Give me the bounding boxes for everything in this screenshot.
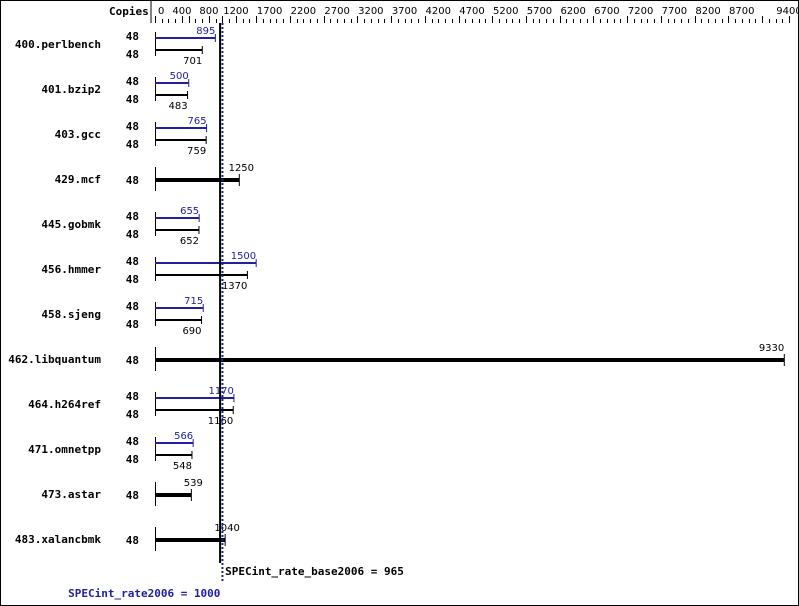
base-value: 1250 [229,163,254,174]
benchmark-label: 462.libquantum [8,353,101,366]
base-copies: 48 [126,174,139,187]
base-value: 652 [180,236,199,247]
base-value: 690 [182,326,201,337]
base-copies: 48 [126,408,139,421]
tick-label: 4700 [459,6,484,17]
tick-label: 3700 [392,6,417,17]
peak-copies: 48 [126,390,139,403]
base-value: 483 [168,101,187,112]
axis-label: Copies [109,5,149,18]
benchmark-label: 445.gobmk [41,218,101,231]
tick-label: 9400 [776,6,799,17]
tick-label: 1700 [257,6,282,17]
base-copies: 48 [126,489,139,502]
tick-label: 0 [158,6,164,17]
tick-label: 1200 [223,6,248,17]
tick-label: 8700 [729,6,754,17]
benchmark-label: 429.mcf [55,173,101,186]
base-value: 1040 [214,523,239,534]
base-metric-label: SPECint_rate_base2006 = 965 [225,565,404,578]
peak-value: 500 [170,71,189,82]
benchmark-label: 456.hmmer [41,263,101,276]
peak-copies: 48 [126,255,139,268]
peak-value: 765 [188,116,207,127]
base-copies: 48 [126,138,139,151]
tick-label: 2700 [324,6,349,17]
peak-value: 715 [184,296,203,307]
benchmark-label: 400.perlbench [15,38,101,51]
tick-label: 2200 [291,6,316,17]
benchmark-label: 464.h264ref [28,398,101,411]
peak-metric-label: SPECint_rate2006 = 1000 [68,587,220,600]
base-copies: 48 [126,273,139,286]
tick-label: 3200 [358,6,383,17]
tick-label: 5200 [493,6,518,17]
base-copies: 48 [126,453,139,466]
base-value: 701 [183,56,202,67]
peak-copies: 48 [126,435,139,448]
base-value: 1370 [222,281,247,292]
tick-label: 800 [199,6,218,17]
peak-value: 895 [196,26,215,37]
base-copies: 48 [126,534,139,547]
benchmark-label: 458.sjeng [41,308,101,321]
peak-value: 1500 [231,251,256,262]
base-value: 9330 [759,343,784,354]
benchmark-label: 483.xalancbmk [15,533,101,546]
peak-value: 566 [174,431,193,442]
base-value: 548 [173,461,192,472]
peak-value: 655 [180,206,199,217]
tick-label: 6200 [560,6,585,17]
peak-copies: 48 [126,75,139,88]
tick-label: 4200 [426,6,451,17]
base-copies: 48 [126,354,139,367]
peak-copies: 48 [126,210,139,223]
tick-label: 400 [172,6,191,17]
benchmark-label: 471.omnetpp [28,443,101,456]
peak-copies: 48 [126,120,139,133]
peak-value: 1170 [208,386,233,397]
tick-label: 8200 [695,6,720,17]
base-copies: 48 [126,318,139,331]
tick-label: 7200 [628,6,653,17]
tick-label: 5700 [527,6,552,17]
benchmark-label: 401.bzip2 [41,83,101,96]
tick-label: 7700 [662,6,687,17]
peak-copies: 48 [126,30,139,43]
base-value: 539 [184,478,203,489]
peak-copies: 48 [126,300,139,313]
tick-label: 6700 [594,6,619,17]
benchmark-label: 403.gcc [55,128,101,141]
base-copies: 48 [126,48,139,61]
base-value: 759 [187,146,206,157]
base-copies: 48 [126,228,139,241]
base-copies: 48 [126,93,139,106]
benchmark-label: 473.astar [41,488,101,501]
